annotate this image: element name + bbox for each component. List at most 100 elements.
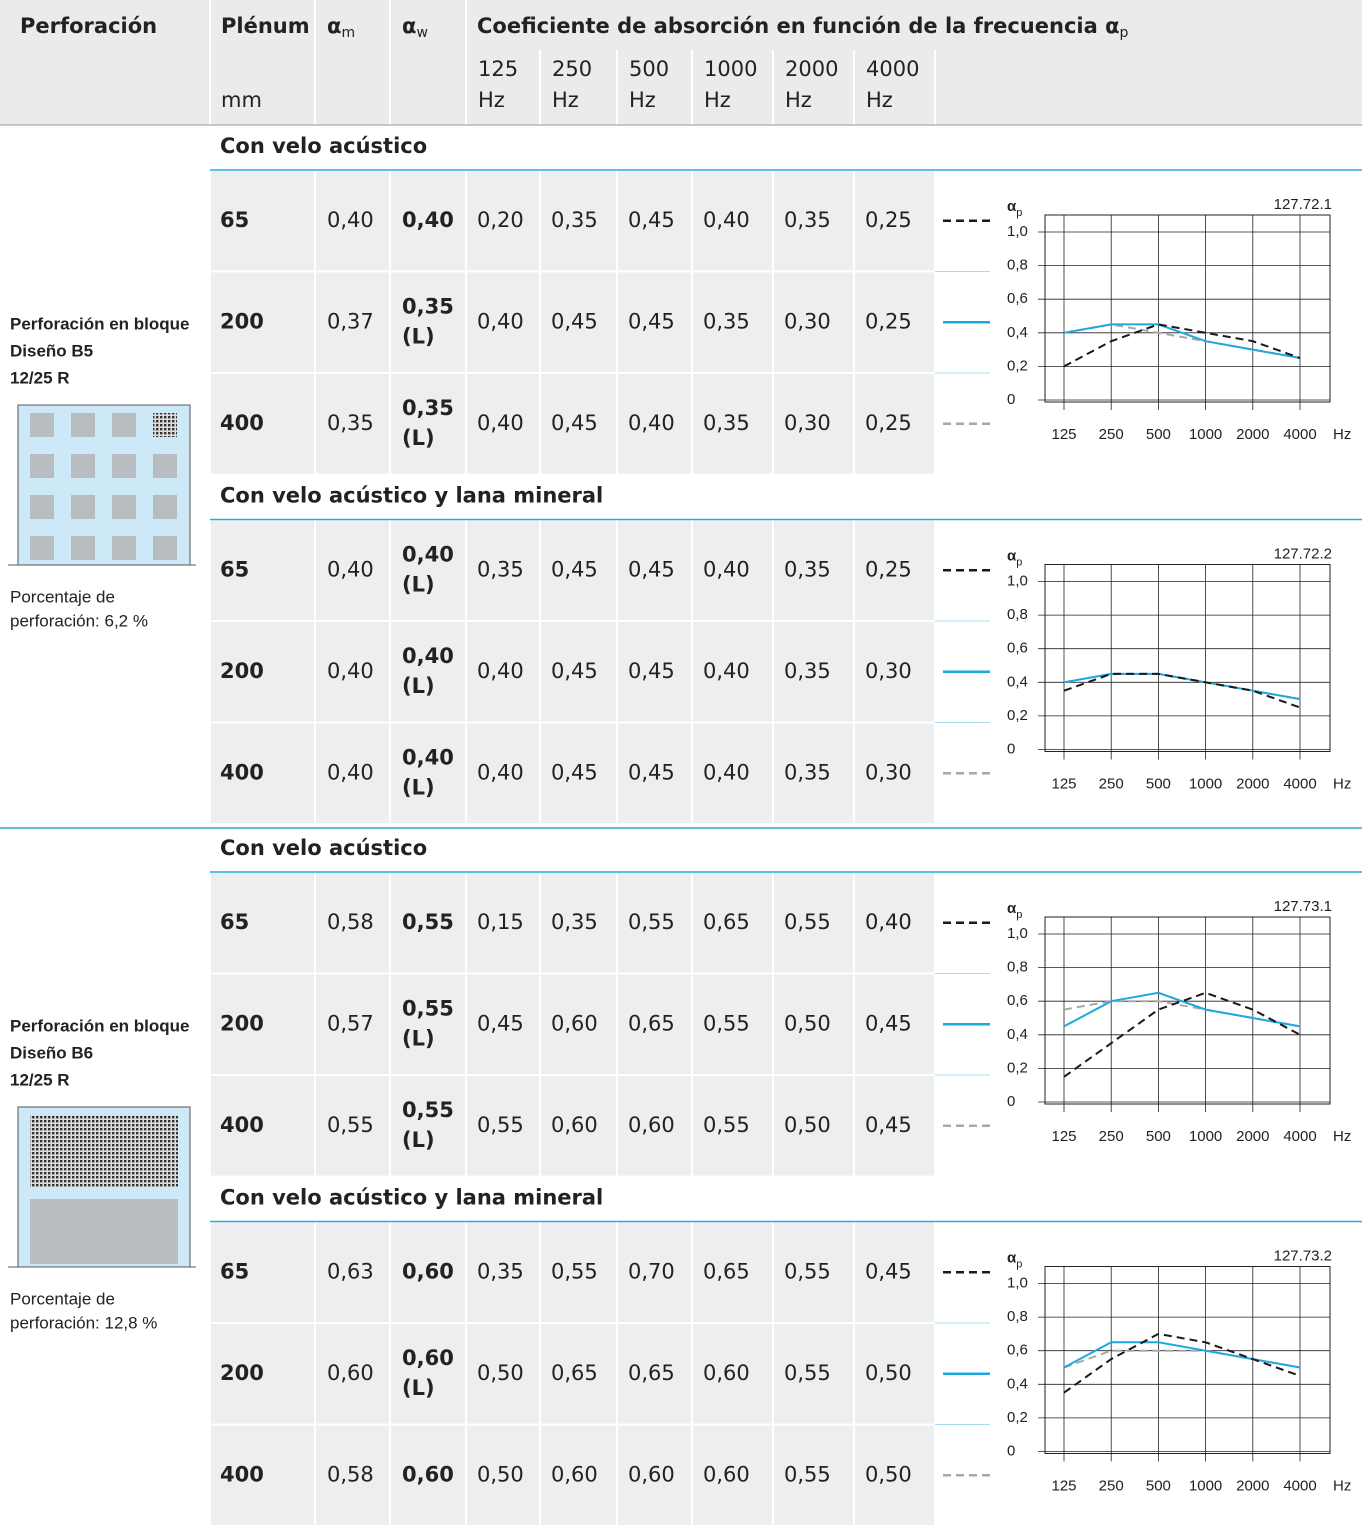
pattern-square	[30, 495, 54, 519]
absorption-value: 0,40	[703, 659, 750, 683]
chart-frame	[1044, 916, 1331, 1105]
perforation-title: Diseño B6	[10, 1043, 93, 1062]
absorption-value: 0,35	[551, 910, 598, 934]
absorption-value: 0,40	[703, 208, 750, 232]
pattern-square	[153, 536, 177, 560]
cell-bg	[211, 520, 314, 620]
absorption-line	[1063, 672, 1301, 709]
header-freq: 4000	[866, 57, 919, 81]
alpha-w-value: 0,40	[402, 745, 454, 769]
cell-bg	[467, 974, 539, 1074]
cell-bg	[467, 1222, 539, 1322]
chart-x-tick: 500	[1146, 426, 1171, 443]
chart-y-tick: 0,2	[1007, 707, 1028, 724]
cell-bg	[467, 873, 539, 973]
absorption-line	[1063, 1341, 1301, 1369]
absorption-value: 0,50	[865, 1462, 912, 1486]
absorption-value: 0,50	[784, 1011, 831, 1035]
absorption-value: 0,35	[551, 208, 598, 232]
chart-frame	[1044, 1266, 1331, 1454]
absorption-value: 0,40	[477, 659, 524, 683]
cell-bg	[855, 622, 934, 722]
absorption-value: 0,40	[477, 760, 524, 784]
absorption-value: 0,30	[865, 659, 912, 683]
chart-x-tick: 1000	[1189, 1128, 1222, 1145]
cell-bg	[774, 873, 853, 973]
cell-bg	[618, 723, 691, 823]
cell-bg	[391, 171, 465, 271]
alpha-w-value: 0,60	[402, 1462, 454, 1486]
chart-y-tick: 1,0	[1007, 925, 1028, 942]
plenum-value: 65	[220, 208, 249, 232]
alpha-w-value: 0,55	[402, 1098, 454, 1122]
chart-x-tick: 1000	[1189, 1477, 1222, 1494]
chart-y-label-base: α	[1007, 900, 1017, 917]
chart-y-label: αp	[1007, 1249, 1022, 1270]
cell-bg	[855, 520, 934, 620]
cell-bg	[855, 1076, 934, 1176]
chart-y-label-base: α	[1007, 547, 1017, 564]
cell-bg	[467, 1076, 539, 1176]
chart-code: 127.72.2	[1274, 545, 1332, 562]
cell-bg	[774, 1425, 853, 1525]
pattern-dots	[30, 1115, 178, 1187]
cell-bg	[541, 520, 616, 620]
absorption-value: 0,30	[865, 760, 912, 784]
absorption-value: 0,45	[865, 1113, 912, 1137]
cell-bg	[855, 1425, 934, 1525]
alpha-w-value: 0,35	[402, 294, 454, 318]
absorption-value: 0,50	[784, 1113, 831, 1137]
cell-bg	[618, 1076, 691, 1176]
cell-bg	[211, 1324, 314, 1424]
header-freq: 2000	[785, 57, 838, 81]
header-coef: Coeficiente de absorción en función de l…	[477, 14, 1129, 41]
absorption-value: 0,40	[477, 411, 524, 435]
perforation-title: Perforación en bloque	[10, 314, 189, 333]
absorption-value: 0,65	[703, 910, 750, 934]
absorption-value: 0,35	[477, 557, 524, 581]
absorption-value: 0,45	[477, 1011, 524, 1035]
cell-bg	[774, 272, 853, 372]
alpha-m-value: 0,40	[327, 659, 374, 683]
header-bg	[0, 0, 1362, 125]
alpha-w-value: 0,40	[402, 644, 454, 668]
pattern-square	[71, 454, 95, 478]
alpha-m-value: 0,40	[327, 208, 374, 232]
chart-x-tick: 125	[1051, 775, 1076, 792]
plenum-value: 200	[220, 309, 264, 333]
absorption-value: 0,65	[703, 1259, 750, 1283]
cell-bg	[855, 171, 934, 271]
absorption-value: 0,20	[477, 208, 524, 232]
chart-y-tick: 0,4	[1007, 1026, 1028, 1043]
cell-bg	[316, 171, 389, 271]
header-freq: 1000	[704, 57, 757, 81]
absorption-value: 0,40	[477, 309, 524, 333]
alpha-m-value: 0,58	[327, 910, 374, 934]
chart-y-label-sub: p	[1016, 909, 1022, 921]
cell-bg	[618, 873, 691, 973]
absorption-line	[1063, 323, 1301, 359]
cell-bg	[541, 1324, 616, 1424]
chart-y-tick: 0,8	[1007, 606, 1028, 623]
chart-y-tick: 0,4	[1007, 673, 1028, 690]
chart-x-tick: 1000	[1189, 426, 1222, 443]
chart-code: 127.72.1	[1274, 196, 1332, 213]
cell-bg	[211, 1425, 314, 1525]
cell-bg	[316, 1222, 389, 1322]
cell-bg	[618, 1425, 691, 1525]
chart-x-tick: 250	[1099, 426, 1124, 443]
pattern-square	[112, 413, 136, 437]
chart-y-tick: 0	[1007, 1093, 1015, 1110]
perforation-title: 12/25 R	[10, 1070, 70, 1089]
absorption-value: 0,35	[784, 760, 831, 784]
chart-x-tick: 250	[1099, 775, 1124, 792]
cell-bg	[774, 1076, 853, 1176]
header-freq-unit: Hz	[478, 88, 505, 112]
cell-bg	[693, 723, 772, 823]
header-freq: 250	[552, 57, 592, 81]
alpha-w-note: (L)	[402, 1128, 435, 1152]
chart-y-tick: 0,8	[1007, 959, 1028, 976]
plenum-value: 65	[220, 1259, 249, 1283]
absorption-value: 0,25	[865, 309, 912, 333]
